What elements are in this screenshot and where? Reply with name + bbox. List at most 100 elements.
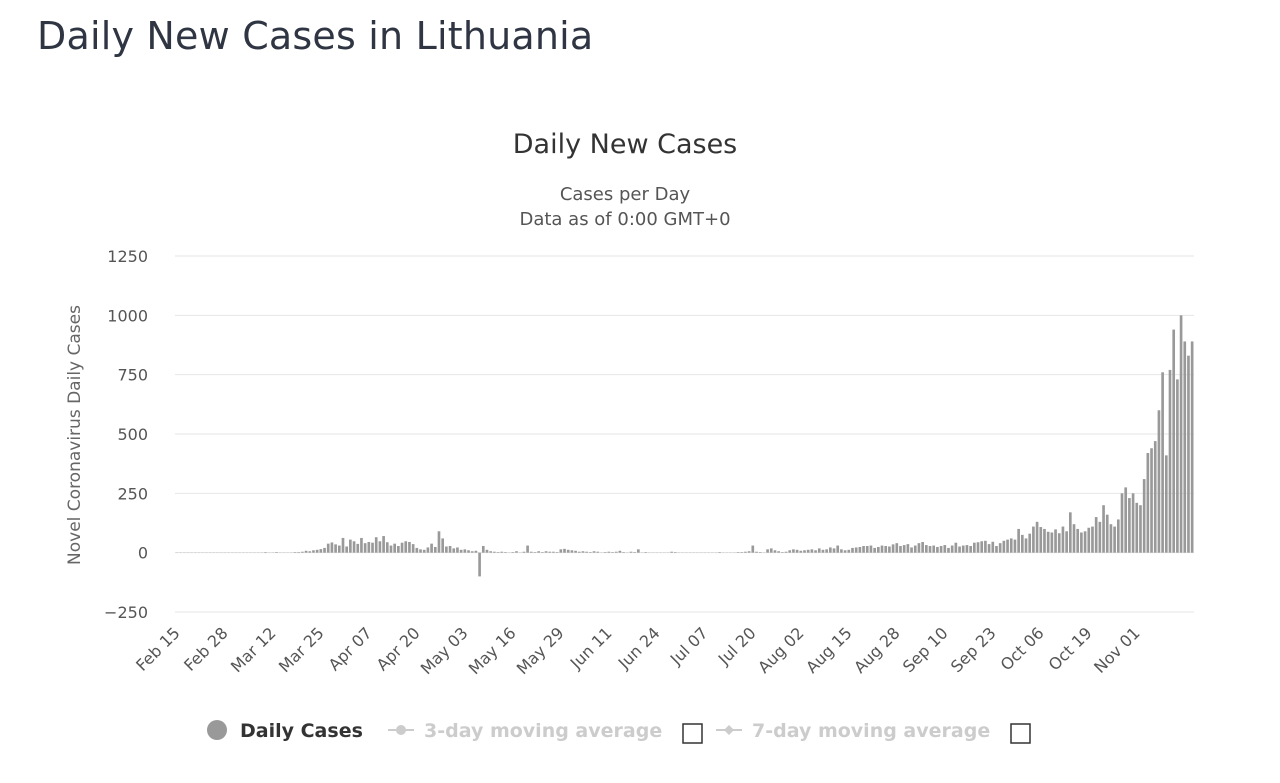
bar: [847, 549, 851, 553]
bar: [681, 552, 684, 553]
bar: [925, 545, 928, 553]
bar: [843, 550, 847, 553]
bar: [1024, 538, 1028, 553]
bar: [836, 545, 840, 553]
bar: [1032, 526, 1035, 553]
checkbox-3day-average[interactable]: [682, 723, 703, 744]
bar: [965, 545, 969, 553]
bar: [614, 551, 618, 553]
bar: [175, 552, 179, 553]
bar: [1179, 315, 1183, 553]
x-tick-label: Oct 19: [1045, 623, 1096, 674]
bar: [869, 545, 873, 553]
bar: [507, 552, 511, 553]
bar: [437, 531, 441, 553]
bar: [862, 546, 865, 553]
bar: [334, 544, 337, 553]
bar: [995, 546, 998, 553]
bar: [249, 552, 253, 553]
bar: [382, 536, 385, 553]
bar: [655, 552, 659, 553]
bar: [1172, 329, 1176, 553]
legend-item-3day-average[interactable]: 3-day moving average: [388, 720, 662, 742]
legend-item-daily-cases[interactable]: Daily Cases: [207, 720, 363, 742]
bar: [230, 552, 234, 553]
bar: [917, 543, 921, 553]
x-tick-label: Sep 23: [947, 623, 1000, 676]
bar: [714, 552, 718, 553]
y-tick-label: 500: [117, 425, 148, 444]
bar: [648, 552, 651, 553]
bar: [374, 537, 378, 553]
x-tick-label: Jun 11: [566, 623, 616, 673]
bar: [1057, 533, 1061, 553]
bar: [245, 552, 249, 553]
bar: [1128, 498, 1131, 553]
bar: [577, 551, 581, 553]
bar: [666, 552, 670, 553]
bar: [1061, 526, 1065, 553]
bar: [234, 552, 238, 553]
bar: [832, 548, 836, 553]
bar: [186, 552, 190, 553]
bar: [729, 552, 732, 553]
bar: [1065, 531, 1068, 553]
bar: [1080, 532, 1083, 553]
bar: [703, 552, 707, 553]
bar: [902, 545, 906, 553]
bar: [1009, 538, 1013, 553]
bar: [282, 552, 286, 553]
bar: [1039, 527, 1043, 553]
bar: [1087, 527, 1091, 553]
bar: [496, 552, 500, 553]
legend-item-7day-average[interactable]: 7-day moving average: [716, 720, 990, 742]
bar: [629, 551, 633, 553]
bar: [511, 552, 515, 553]
bar: [208, 552, 212, 553]
bar: [293, 552, 297, 553]
bar: [201, 552, 205, 553]
bar: [1164, 455, 1168, 553]
bar: [541, 552, 544, 553]
y-tick-label: 250: [117, 484, 148, 503]
bar: [721, 552, 725, 553]
bar: [1054, 529, 1057, 553]
bar: [478, 552, 481, 577]
bar: [1046, 531, 1050, 553]
bar: [223, 552, 227, 553]
bar: [1146, 452, 1150, 553]
bar: [744, 551, 747, 553]
bar: [910, 547, 913, 553]
bar: [873, 547, 876, 553]
bar: [289, 552, 293, 553]
bar: [1161, 372, 1164, 553]
bar: [570, 550, 574, 553]
bar: [781, 552, 784, 553]
bar: [736, 552, 740, 553]
bar: [906, 544, 910, 553]
bar: [858, 546, 862, 553]
bar: [308, 551, 312, 553]
bar: [581, 551, 585, 553]
bar: [548, 551, 552, 553]
bar: [784, 551, 788, 553]
bar: [633, 552, 636, 553]
bar: [522, 551, 526, 553]
bar: [662, 552, 666, 553]
bar: [600, 552, 603, 553]
checkbox-7day-average[interactable]: [1010, 723, 1031, 744]
bar: [393, 543, 397, 553]
bar: [182, 552, 186, 553]
bar: [792, 549, 795, 553]
bar: [803, 550, 806, 553]
bar: [773, 550, 777, 553]
bar: [589, 552, 592, 553]
y-axis-label: Novel Coronavirus Daily Cases: [65, 305, 85, 565]
bar: [411, 544, 415, 553]
bar: [865, 546, 869, 553]
bar: [751, 545, 755, 553]
bar: [537, 551, 540, 553]
bar: [459, 549, 463, 553]
